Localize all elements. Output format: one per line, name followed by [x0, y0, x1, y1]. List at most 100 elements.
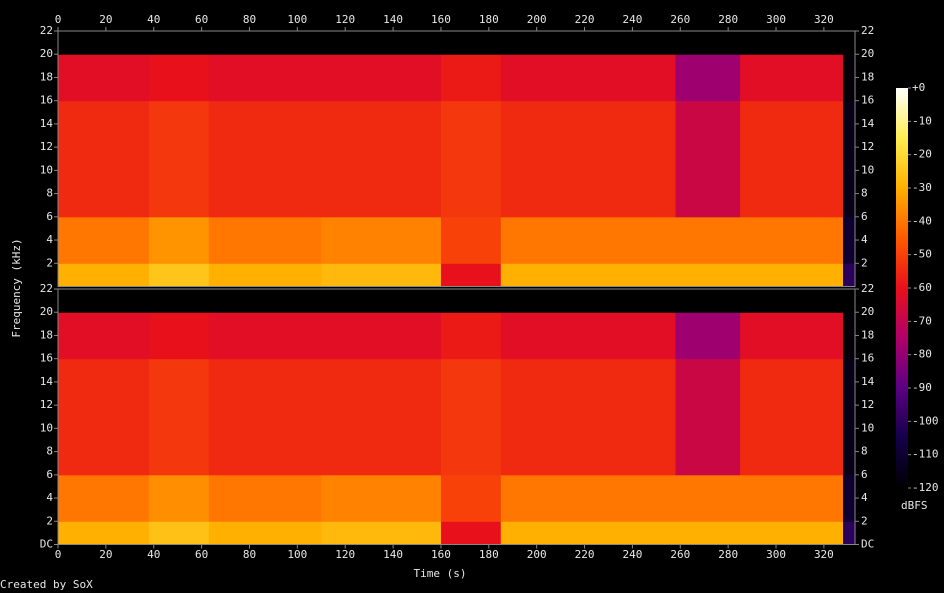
y-tick-label: 20 [40, 305, 53, 318]
x-tick-label: 240 [622, 13, 642, 26]
spectrogram-cell [675, 474, 741, 522]
spectrogram-cell [208, 358, 322, 476]
y-tick-label: 22 [861, 24, 874, 37]
spectrogram-cell [675, 358, 741, 476]
spectrogram-cell [440, 289, 502, 313]
spectrogram-cell [208, 289, 322, 313]
y-tick-label: 10 [40, 163, 53, 176]
spectrogram-cell [58, 521, 150, 545]
y-tick-label: 12 [861, 140, 874, 153]
colorbar-tick-label: -90 [912, 381, 932, 394]
y-tick-label: 14 [861, 375, 875, 388]
spectrogram-cell [58, 474, 150, 522]
spectrogram-cell [500, 31, 676, 55]
spectrogram-cell [321, 54, 442, 102]
x-tick-label: 200 [527, 548, 547, 561]
x-tick-label: 180 [479, 13, 499, 26]
spectrogram-cell [208, 100, 322, 218]
colorbar-tick-label: -20 [912, 148, 932, 161]
y-tick-label: 16 [40, 352, 53, 365]
spectrogram-cell [321, 312, 442, 360]
y-tick-label: 6 [861, 210, 868, 223]
y-tick-label: 10 [861, 163, 874, 176]
panel-frame [57, 288, 856, 545]
x-tick-label: 80 [243, 13, 256, 26]
spectrogram-cell [740, 358, 844, 476]
spectrogram-cell [440, 216, 502, 264]
spectrogram-cell [843, 312, 856, 360]
spectrogram-cell [58, 31, 150, 55]
y-tick-label: 14 [40, 117, 54, 130]
y-tick-label: 10 [40, 421, 53, 434]
spectrogram-cell [208, 31, 322, 55]
spectrogram-cell [208, 474, 322, 522]
x-tick-label: 100 [287, 548, 307, 561]
spectrogram-cell [208, 54, 322, 102]
colorbar-tick-label: -40 [912, 214, 932, 227]
y-tick-label: 18 [861, 328, 874, 341]
x-tick-label: 80 [243, 548, 256, 561]
x-tick-label: 120 [335, 548, 355, 561]
spectrogram-cell [58, 312, 150, 360]
x-tick-label: 260 [670, 548, 690, 561]
y-tick-label: 4 [46, 491, 53, 504]
x-tick-label: 120 [335, 13, 355, 26]
spectrogram-cell [440, 474, 502, 522]
x-tick-label: 240 [622, 548, 642, 561]
y-tick-label: 20 [861, 47, 874, 60]
x-tick-label: 320 [814, 548, 834, 561]
credit: Created by SoX [0, 578, 93, 591]
spectrogram-cell [500, 312, 676, 360]
spectrogram-cell [208, 521, 322, 545]
spectrogram-cell [500, 216, 676, 264]
spectrogram-cell [740, 54, 844, 102]
x-tick-label: 160 [431, 548, 451, 561]
spectrogram-cell [740, 289, 844, 313]
spectrogram-cell [500, 474, 676, 522]
y-axis-label: Frequency (kHz) [10, 238, 23, 337]
x-tick-label: 0 [55, 548, 62, 561]
y-tick-label: 6 [46, 468, 53, 481]
spectrogram-cell [58, 54, 150, 102]
x-tick-label: 100 [287, 13, 307, 26]
x-tick-label: 40 [147, 13, 160, 26]
y-tick-label: 18 [861, 70, 874, 83]
spectrogram-cell [675, 263, 741, 287]
spectrogram-cell [440, 358, 502, 476]
y-tick-label: 16 [861, 94, 874, 107]
y-tick-label: 2 [861, 256, 868, 269]
x-tick-label: 20 [99, 13, 112, 26]
x-tick-label: 320 [814, 13, 834, 26]
spectrogram-cell [440, 521, 502, 545]
y-tick-label: 12 [40, 140, 53, 153]
spectrogram-cell [675, 216, 741, 264]
colorbar-tick-label: -60 [912, 281, 932, 294]
x-tick-label: 300 [766, 13, 786, 26]
spectrogram-cell [740, 263, 844, 287]
spectrogram-cell [440, 100, 502, 218]
colorbar-tick-label: -30 [912, 181, 932, 194]
spectrogram-cell [440, 263, 502, 287]
x-tick-label: 140 [383, 13, 403, 26]
y-tick-label: 16 [861, 352, 874, 365]
x-tick-label: 20 [99, 548, 112, 561]
spectrogram-cell [500, 263, 676, 287]
colorbar-tick-label: -120 [912, 481, 939, 494]
x-tick-label: 220 [575, 548, 595, 561]
spectrogram-cell [740, 31, 844, 55]
y-tick-label: 2 [861, 514, 868, 527]
colorbar [896, 88, 908, 488]
spectrogram-cell [148, 31, 210, 55]
spectrogram-cell [500, 100, 676, 218]
spectrogram-cell [843, 521, 856, 545]
colorbar-tick-label: -10 [912, 114, 932, 127]
spectrogram-cell [740, 216, 844, 264]
spectrogram-cell [675, 100, 741, 218]
x-tick-label: 40 [147, 548, 160, 561]
spectrogram-cell [321, 100, 442, 218]
y-tick-label: 20 [861, 305, 874, 318]
spectrogram-cell [321, 358, 442, 476]
spectrogram-cell [148, 54, 210, 102]
spectrogram-cell [843, 54, 856, 102]
